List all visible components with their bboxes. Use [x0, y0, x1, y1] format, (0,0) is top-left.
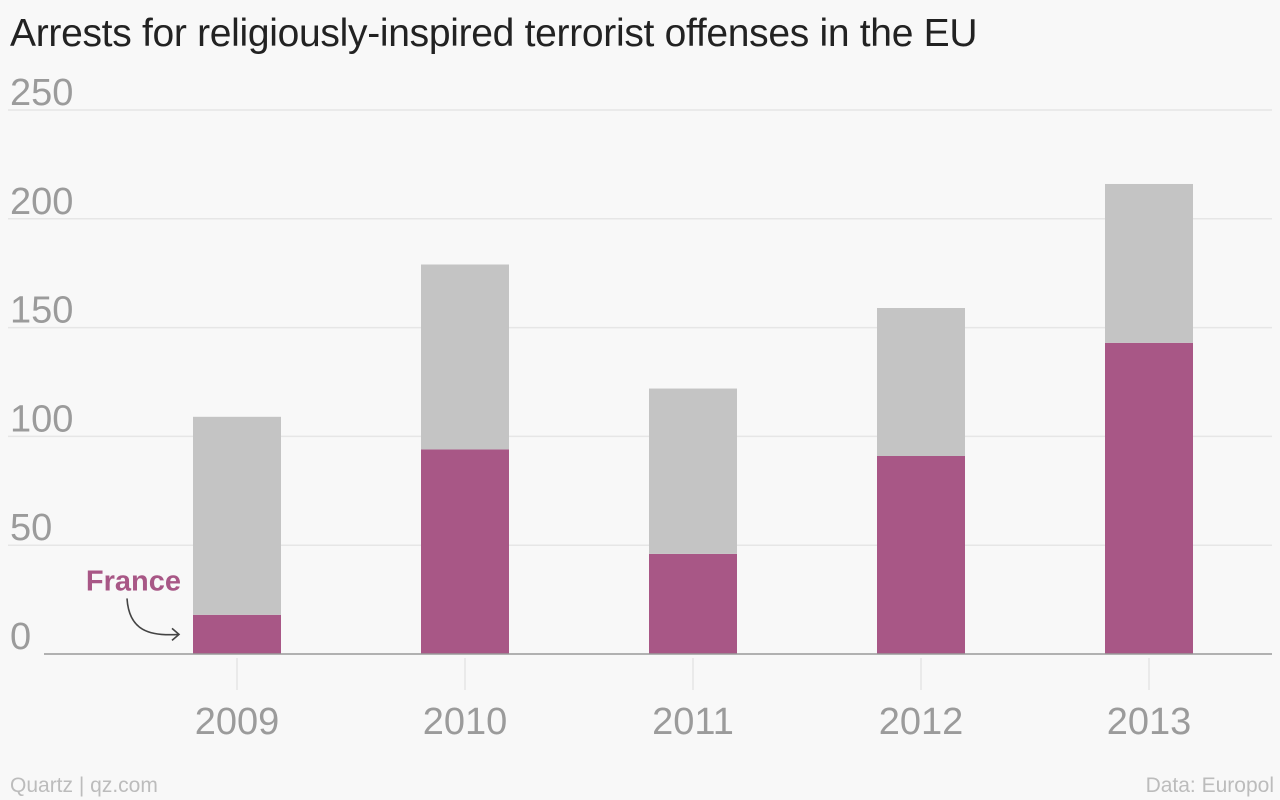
- chart-title: Arrests for religiously-inspired terrori…: [10, 12, 978, 55]
- y-tick-label: 50: [10, 507, 52, 549]
- annotation-arrow-line: [126, 598, 180, 636]
- annotations: France: [86, 565, 181, 642]
- bars: [193, 183, 1193, 654]
- bar-rest-of-eu-2012: [877, 308, 965, 456]
- bar-france-2011: [649, 553, 737, 654]
- x-tick-label: 2009: [195, 701, 280, 743]
- x-tick-label: 2012: [879, 701, 964, 743]
- bar-france-2009: [193, 614, 281, 654]
- y-tick-label: 250: [10, 72, 73, 114]
- bar-france-2012: [877, 455, 965, 654]
- bar-rest-of-eu-2009: [193, 416, 281, 615]
- bar-rest-of-eu-2010: [421, 264, 509, 450]
- y-tick-label: 150: [10, 290, 73, 332]
- credit-text: Quartz | qz.com: [10, 774, 158, 797]
- x-tick-label: 2011: [652, 701, 734, 743]
- bar-france-2010: [421, 449, 509, 654]
- bar-france-2013: [1105, 342, 1193, 654]
- x-tick-label: 2013: [1107, 701, 1192, 743]
- y-axis-ticks: 0 50 100 150 200 250: [10, 72, 73, 658]
- bar-rest-of-eu-2011: [649, 388, 737, 554]
- x-tick-label: 2010: [423, 701, 508, 743]
- y-tick-label: 200: [10, 181, 73, 223]
- bar-rest-of-eu-2013: [1105, 183, 1193, 343]
- annotation-arrow-head: [171, 627, 181, 642]
- y-tick-label: 0: [10, 616, 31, 658]
- x-axis-ticks: 2009 2010 2011 2012 2013: [44, 653, 1272, 743]
- annotation-label-france: France: [86, 565, 181, 597]
- y-tick-label: 100: [10, 398, 73, 440]
- source-text: Data: Europol: [1145, 774, 1274, 797]
